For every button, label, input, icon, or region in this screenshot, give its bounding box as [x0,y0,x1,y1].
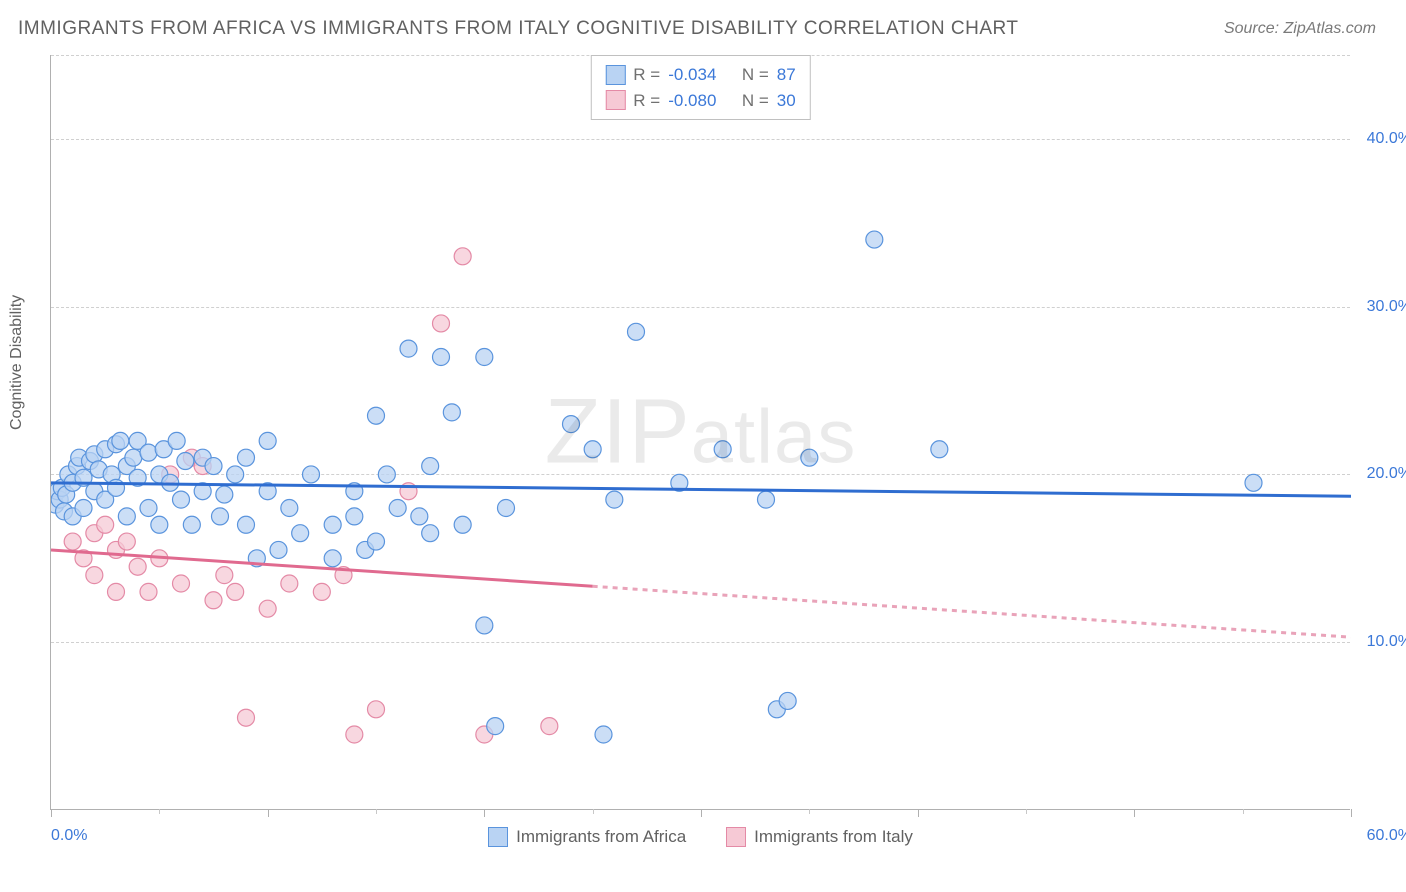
legend-swatch-italy [605,90,625,110]
legend-swatch-icon [488,827,508,847]
y-tick-label: 30.0% [1367,298,1406,316]
y-tick-label: 20.0% [1367,465,1406,483]
legend-row-africa: R = -0.034 N = 87 [605,62,795,88]
y-tick-label: 10.0% [1367,633,1406,651]
legend-swatch-africa [605,65,625,85]
scatter-plot [51,55,1351,810]
y-tick-label: 40.0% [1367,130,1406,148]
plot-area: 10.0%20.0%30.0%40.0% ZIPatlas R = -0.034… [50,55,1350,810]
legend-item-italy: Immigrants from Italy [726,827,913,847]
legend-row-italy: R = -0.080 N = 30 [605,88,795,114]
source-attribution: Source: ZipAtlas.com [1224,20,1376,38]
legend-item-africa: Immigrants from Africa [488,827,686,847]
correlation-legend: R = -0.034 N = 87 R = -0.080 N = 30 [590,55,810,120]
legend-swatch-icon [726,827,746,847]
chart-container: IMMIGRANTS FROM AFRICA VS IMMIGRANTS FRO… [0,0,1406,892]
x-axis-max-label: 60.0% [1367,827,1406,845]
y-axis-label: Cognitive Disability [8,295,26,430]
chart-title: IMMIGRANTS FROM AFRICA VS IMMIGRANTS FRO… [18,18,1019,40]
series-legend: Immigrants from Africa Immigrants from I… [51,827,1350,847]
